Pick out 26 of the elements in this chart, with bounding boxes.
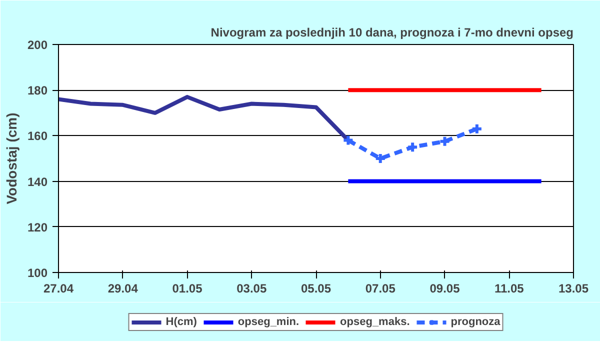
x-tick-label: 07.05 bbox=[365, 282, 396, 296]
x-tick-label: 27.04 bbox=[43, 282, 74, 296]
point bbox=[438, 135, 451, 148]
legend-label: opseg_maks. bbox=[340, 316, 410, 328]
y-tick-label: 200 bbox=[27, 38, 48, 52]
chart-title: Nivogram za poslednjih 10 dana, prognoza i 7-mo dnevni opseg bbox=[210, 26, 574, 40]
y-tick-label: 100 bbox=[27, 266, 48, 280]
y-axis-title: Vodostaj (cm) bbox=[3, 112, 20, 204]
point bbox=[406, 141, 419, 154]
point bbox=[470, 122, 483, 135]
x-tick-label: 13.05 bbox=[558, 282, 589, 296]
x-tick-label: 05.05 bbox=[300, 282, 332, 296]
legend-label: prognoza bbox=[450, 316, 500, 328]
x-tick-label: 11.05 bbox=[494, 282, 524, 296]
y-tick-label: 120 bbox=[27, 220, 48, 234]
x-tick-label: 01.05 bbox=[172, 282, 203, 296]
y-tick-label: 140 bbox=[27, 174, 48, 189]
y-tick-label: 180 bbox=[27, 84, 48, 98]
y-tick-label: 160 bbox=[27, 129, 48, 144]
x-tick-label: 09.05 bbox=[430, 282, 460, 296]
point bbox=[342, 134, 354, 146]
legend-label: H(cm) bbox=[166, 316, 197, 328]
x-tick-label: 03.05 bbox=[236, 282, 267, 296]
legend-label: opseg_min. bbox=[238, 316, 300, 328]
x-tick-label: 29.04 bbox=[108, 282, 138, 296]
point bbox=[374, 152, 386, 164]
